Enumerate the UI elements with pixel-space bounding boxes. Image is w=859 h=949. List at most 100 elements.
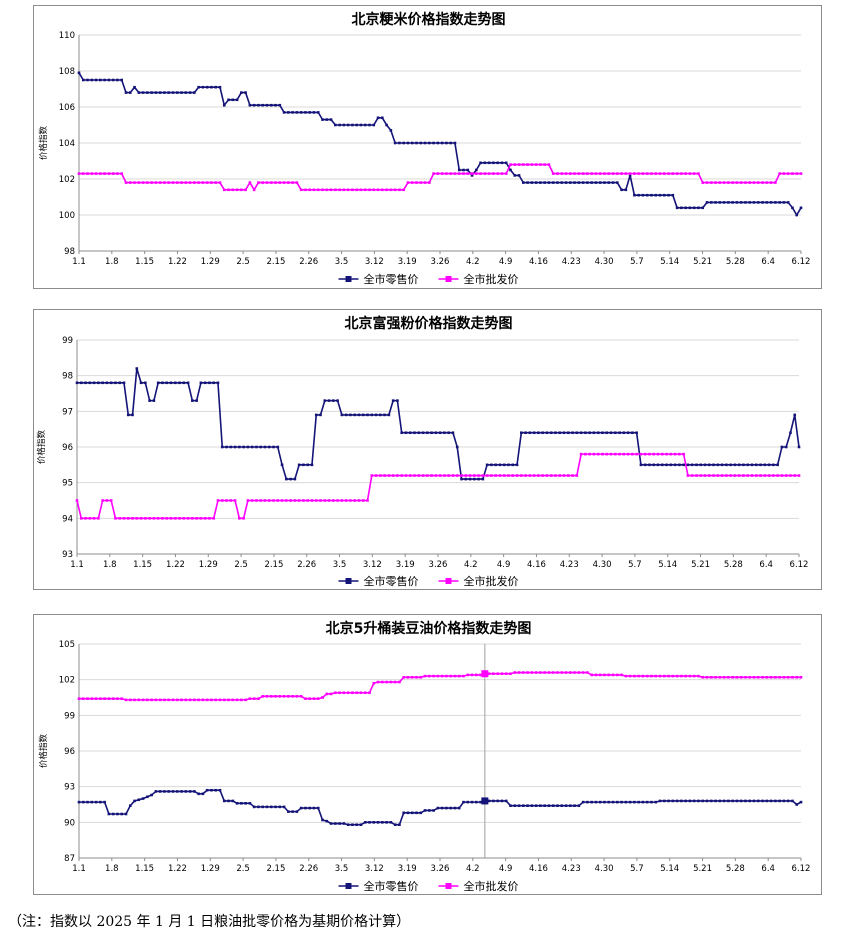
data-point-retail: [406, 141, 410, 145]
data-point-wholesale: [475, 172, 478, 175]
data-point-retail: [615, 800, 619, 804]
data-point-retail: [460, 477, 463, 481]
data-point-wholesale: [265, 695, 269, 698]
data-point-wholesale: [729, 474, 732, 477]
data-point-wholesale: [598, 172, 602, 175]
data-point-wholesale: [385, 188, 388, 192]
data-point-retail: [293, 477, 297, 481]
x-tick-label: 3.12: [365, 257, 384, 267]
data-point-wholesale: [584, 452, 587, 456]
data-point-wholesale: [526, 671, 529, 674]
data-point-retail: [169, 381, 173, 385]
data-point-retail: [729, 463, 732, 467]
data-point-wholesale: [517, 671, 521, 674]
data-point-retail: [141, 91, 145, 94]
data-point-retail: [128, 804, 132, 807]
data-point-wholesale: [81, 697, 85, 700]
data-point-retail: [752, 799, 756, 803]
data-point-wholesale: [368, 691, 371, 695]
data-point-wholesale: [637, 172, 640, 175]
data-point-retail: [598, 181, 602, 184]
x-tick-label: 4.16: [529, 864, 548, 874]
data-point-wholesale: [641, 172, 645, 175]
data-point-wholesale: [338, 188, 341, 192]
data-point-wholesale: [218, 698, 222, 702]
data-point-wholesale: [351, 188, 354, 192]
data-point-retail: [184, 91, 188, 94]
data-point-retail: [325, 819, 329, 823]
data-point-retail: [530, 181, 534, 184]
data-point-wholesale: [586, 671, 589, 674]
data-point-wholesale: [103, 172, 106, 175]
data-point-wholesale: [304, 697, 307, 700]
data-point-wholesale: [795, 675, 799, 679]
data-point-wholesale: [120, 172, 124, 175]
data-point-wholesale: [406, 181, 410, 184]
data-point-retail: [186, 381, 190, 385]
data-point-wholesale: [139, 517, 143, 520]
data-point-retail: [477, 477, 480, 481]
data-point-retail: [782, 799, 786, 803]
data-point-wholesale: [75, 499, 79, 502]
data-point-retail: [774, 201, 777, 204]
data-point-retail: [355, 123, 358, 127]
data-point-wholesale: [252, 188, 256, 192]
legend-marker-retail: [345, 883, 352, 889]
data-point-retail: [97, 381, 100, 385]
data-point-retail: [265, 805, 269, 809]
data-point-wholesale: [120, 697, 124, 700]
data-point-retail: [191, 399, 194, 402]
data-point-retail: [415, 811, 418, 815]
data-point-retail: [494, 463, 497, 467]
data-point-retail: [556, 181, 559, 184]
data-point-wholesale: [171, 181, 175, 184]
data-point-retail: [765, 799, 769, 803]
data-point-retail: [656, 463, 660, 467]
data-point-retail: [688, 206, 692, 210]
data-point-retail: [464, 477, 468, 481]
data-point-retail: [432, 809, 435, 812]
data-point-retail: [438, 431, 442, 435]
data-point-retail: [594, 181, 598, 184]
data-point-retail: [603, 181, 606, 184]
data-point-wholesale: [671, 674, 675, 678]
x-tick-label: 4.9: [499, 864, 513, 874]
data-point-retail: [697, 799, 700, 803]
data-point-wholesale: [79, 517, 83, 520]
data-point-wholesale: [727, 675, 730, 679]
data-point-retail: [778, 201, 781, 204]
flour-chart-svg: 北京富强粉价格指数走势图 93 94 95 96 97 98 99 价格指数 1.1 1.8 1.15…: [36, 315, 808, 588]
x-tick-label: 3.12: [363, 560, 382, 570]
data-point-wholesale: [222, 698, 226, 702]
data-point-wholesale: [490, 474, 493, 477]
data-point-wholesale: [761, 181, 764, 184]
series-line-retail: [79, 789, 802, 826]
data-point-retail: [218, 85, 222, 89]
data-point-wholesale: [737, 474, 741, 477]
data-point-wholesale: [658, 172, 662, 175]
data-point-wholesale: [492, 672, 495, 676]
data-point-wholesale: [426, 474, 429, 477]
data-point-retail: [338, 822, 341, 825]
data-point-wholesale: [325, 692, 329, 696]
data-point-retail: [618, 431, 621, 435]
data-point-retail: [402, 811, 405, 815]
data-point-wholesale: [389, 188, 393, 192]
data-point-wholesale: [539, 671, 542, 674]
data-point-retail: [633, 193, 636, 197]
data-point-retail: [370, 413, 374, 417]
data-point-wholesale: [457, 674, 461, 678]
x-tick-label: 5.21: [691, 560, 710, 570]
data-point-wholesale: [504, 172, 508, 175]
data-point-retail: [116, 78, 119, 82]
data-point-retail: [137, 798, 141, 802]
x-tick-label: 6.4: [759, 560, 773, 570]
data-point-retail: [137, 91, 141, 94]
data-point-retail: [761, 799, 764, 803]
data-point-retail: [500, 161, 504, 165]
data-point-wholesale: [235, 188, 239, 192]
x-tick-label: 1.15: [135, 864, 154, 874]
data-point-wholesale: [131, 517, 134, 520]
data-point-retail: [718, 201, 722, 204]
data-point-wholesale: [667, 172, 670, 175]
